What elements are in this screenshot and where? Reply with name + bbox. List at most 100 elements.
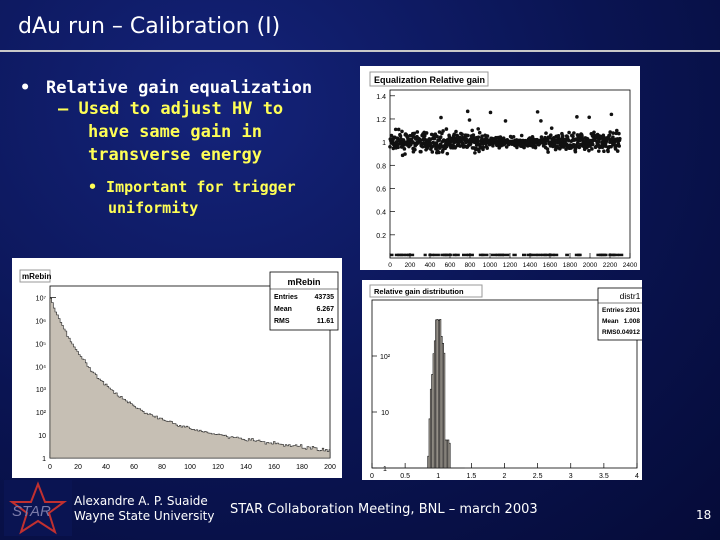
chart2-stats-title: mRebin: [287, 277, 320, 287]
chart1-point: [543, 141, 548, 146]
chart1-point: [545, 147, 550, 151]
chart1-point: [476, 139, 480, 144]
chart1-point: [617, 131, 621, 136]
chart1-point: [614, 131, 618, 136]
chart1-point: [504, 145, 509, 149]
chart1-point: [515, 145, 519, 150]
chart1-point: [473, 151, 477, 155]
chart1-zero-point: [548, 253, 553, 257]
title-divider: [0, 50, 720, 52]
chart1-point: [503, 119, 508, 123]
chart2-stats-label-1: Mean: [274, 306, 292, 313]
chart3-stats-label-1: Mean: [602, 318, 619, 325]
chart1-ytick-label-4: 1: [382, 140, 386, 147]
chart1-zero-point: [502, 253, 510, 257]
chart2-stats-label-2: RMS: [274, 318, 290, 325]
chart1-point: [481, 145, 486, 150]
chart1-point: [444, 127, 449, 131]
chart1-point: [398, 134, 403, 138]
chart1-xtick-label-6: 1200: [503, 262, 518, 269]
chart1-point: [438, 135, 443, 139]
chart2-xtick-label-6: 120: [212, 464, 224, 471]
chart1-point: [491, 144, 495, 148]
chart1-point: [454, 129, 458, 134]
chart1-zero-point: [409, 253, 415, 257]
chart1-point: [606, 149, 610, 154]
chart1-xtick-label-1: 200: [405, 262, 416, 269]
chart2-stats-value-1: 6.267: [316, 306, 334, 313]
chart1-point: [549, 133, 553, 138]
chart2-xtick-label-9: 180: [296, 464, 308, 471]
chart1-zero-point: [550, 253, 555, 257]
chart1-point: [396, 145, 400, 150]
chart1-point: [412, 131, 417, 136]
chart1-point: [533, 145, 538, 150]
bullet2-line1: – Used to adjust HV to: [58, 99, 284, 119]
chart1-zero-point: [466, 253, 470, 257]
chart1-point: [546, 150, 550, 154]
chart1-zero-point: [543, 253, 550, 257]
chart1-point: [617, 144, 621, 148]
chart2-xtick-label-0: 0: [48, 464, 52, 471]
chart1-point: [571, 134, 575, 139]
chart2-ytick-label-2: 10²: [36, 410, 47, 417]
chart1-zero-point: [428, 253, 432, 257]
bullet-list: • Relative gain equalization – Used to ad…: [20, 78, 340, 219]
chart1-zero-point: [500, 253, 504, 257]
page-number: 18: [696, 508, 712, 522]
chart-mrebin: mRebin 1 10 10² 10³ 10⁴ 10⁵ 10⁶ 10⁷ 0 20 40 60 80 100…: [19, 269, 339, 471]
chart1-xtick-label-11: 2200: [603, 262, 618, 269]
chart1-point: [466, 133, 470, 138]
chart1-point: [519, 133, 524, 138]
chart1-point: [580, 134, 584, 138]
chart1-point: [480, 134, 484, 139]
bullet-level2: – Used to adjust HV to have same gain in…: [58, 98, 340, 167]
chart1-point: [544, 131, 548, 135]
chart1-point: [573, 149, 578, 154]
chart1-xtick-label-9: 1800: [563, 262, 578, 269]
footer-author-block: Alexandre A. P. Suaide Wayne State Unive…: [74, 494, 214, 524]
chart1-point: [611, 135, 615, 139]
chart1-zero-point: [534, 253, 538, 257]
chart2-xtick-label-8: 160: [268, 464, 280, 471]
chart1-point: [430, 150, 435, 154]
chart1-point: [413, 147, 417, 152]
chart3-xtick-label-2: 1: [436, 473, 440, 480]
star-logo: STAR: [4, 480, 72, 536]
chart2-xtick-label-7: 140: [240, 464, 252, 471]
chart1-frame: [389, 89, 631, 259]
chart1-point: [455, 133, 459, 138]
chart1-point: [611, 131, 615, 135]
chart1-point: [432, 136, 437, 141]
chart3-stats-label-0: Entries: [602, 307, 624, 314]
chart3-ytick-label-1: 10: [381, 410, 389, 417]
chart1-ytick-label-1: 0.4: [376, 210, 386, 217]
chart1-point: [465, 109, 470, 114]
chart1-point: [539, 135, 544, 139]
chart1-ytick-label-3: 0.8: [376, 163, 386, 170]
chart1-zero-point: [529, 253, 535, 257]
chart2-tab-box: [19, 269, 51, 283]
chart3-ytick-label-0: 1: [383, 466, 387, 473]
chart3-xtick-label-0: 0: [370, 473, 374, 480]
chart1-xtick-label-8: 1600: [543, 262, 558, 269]
chart2-xtick-label-4: 80: [158, 464, 166, 471]
chart3-xtick-label-1: 0.5: [400, 473, 410, 480]
chart1-point: [535, 110, 540, 114]
chart1-ytick-label-2: 0.6: [376, 186, 386, 193]
chart1-point: [591, 142, 595, 147]
chart1-point: [576, 141, 580, 145]
chart1-point: [437, 150, 441, 155]
chart1-point: [423, 133, 427, 138]
chart1-point: [418, 138, 423, 142]
chart1-zero-point: [394, 253, 400, 257]
chart1-ytick-label-0: 0.2: [376, 233, 386, 240]
chart1-point: [592, 130, 596, 135]
chart1-zero-point: [483, 253, 489, 257]
chart1-point: [590, 147, 594, 151]
chart1-point: [444, 144, 449, 149]
chart1-xtick-label-2: 400: [425, 262, 436, 269]
chart3-title-box: [369, 284, 483, 298]
chart1-point: [435, 134, 439, 139]
star-logo-text: STAR: [12, 503, 51, 520]
